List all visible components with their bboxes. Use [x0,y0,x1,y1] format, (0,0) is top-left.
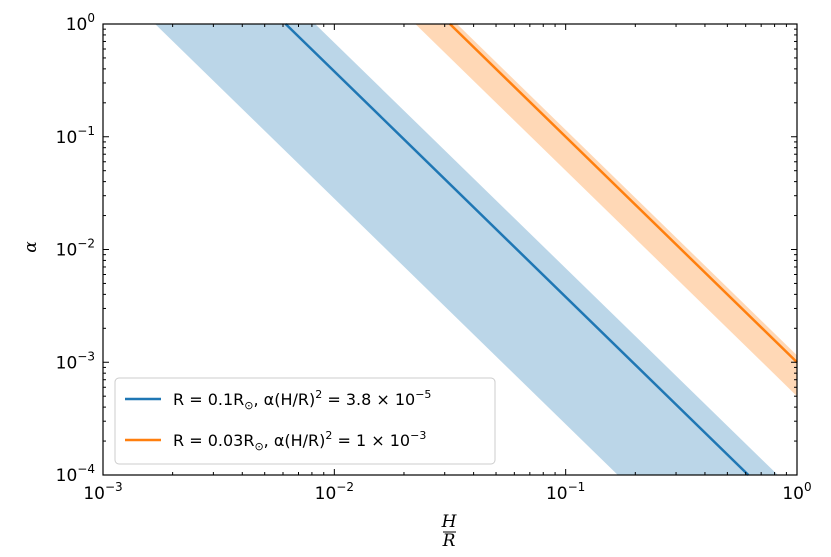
legend-label-series-1: R = 0.03R⊙, α(H/R)2 = 1 × 10−3 [173,429,426,453]
x-tick-label: 10−1 [546,480,585,504]
band-series-1 [415,24,797,397]
series-lines [284,23,798,476]
confidence-bands [155,24,797,475]
y-tick-label: 100 [66,11,95,35]
x-tick-label: 10−3 [83,480,122,504]
y-tick-label: 10−3 [56,349,95,373]
line-series-0 [284,23,750,476]
y-axis-label: α [21,241,41,253]
legend: R = 0.1R⊙, α(H/R)2 = 3.8 × 10−5 R = 0.03… [114,377,496,465]
x-axis-label-denominator: R [442,531,456,551]
y-tick-label: 10−4 [56,462,95,486]
legend-box [114,377,496,465]
line-series-1 [449,23,798,364]
y-tick-label: 10−2 [56,237,95,261]
x-axis-label-numerator: H [441,512,458,532]
y-tick-label: 10−1 [56,124,95,148]
x-axis-label: H R [441,512,458,551]
band-series-0 [155,24,778,475]
legend-label-series-0: R = 0.1R⊙, α(H/R)2 = 3.8 × 10−5 [173,388,431,412]
x-tick-label: 10−2 [315,480,354,504]
x-tick-label: 100 [782,480,811,504]
